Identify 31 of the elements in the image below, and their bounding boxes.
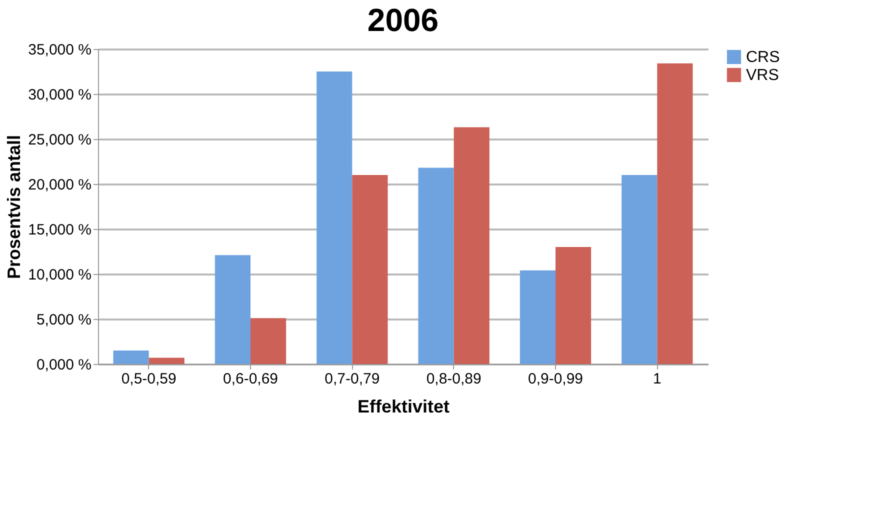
y-tick-label: 0,000 %: [36, 356, 92, 374]
bar: [418, 168, 454, 364]
x-tick-label: 1: [652, 370, 662, 388]
bar: [113, 350, 149, 364]
y-tick-label: 10,000 %: [28, 266, 92, 284]
y-tick-label: 20,000 %: [28, 176, 92, 194]
chart-title: 2006: [367, 2, 439, 38]
bar: [520, 270, 556, 364]
legend-label: VRS: [746, 67, 779, 84]
y-axis-title: Prosentvis antall: [4, 134, 24, 280]
x-tick-label: 0,6-0,69: [222, 370, 278, 388]
y-tick-label: 30,000 %: [28, 86, 92, 104]
x-tick-label: 0,8-0,89: [426, 370, 482, 388]
x-tick-label: 0,9-0,99: [528, 370, 584, 388]
bar: [214, 255, 250, 364]
bar: [622, 175, 658, 364]
bar: [352, 175, 388, 364]
x-axis-title: Effektivitet: [357, 396, 450, 416]
bar: [250, 318, 286, 364]
y-tick-label: 15,000 %: [28, 222, 92, 238]
x-tick-label: 0,7-0,79: [324, 370, 380, 388]
y-tick-label: 25,000 %: [28, 132, 92, 148]
bar: [657, 63, 693, 364]
legend-label: CRS: [746, 49, 780, 66]
bar: [316, 72, 352, 364]
y-tick-label: 35,000 %: [28, 42, 92, 58]
bar: [148, 358, 184, 364]
y-tick-label: 5,000 %: [36, 312, 92, 328]
x-tick-label: 0,5-0,59: [121, 370, 176, 388]
bar: [556, 247, 592, 364]
bar: [454, 127, 490, 364]
